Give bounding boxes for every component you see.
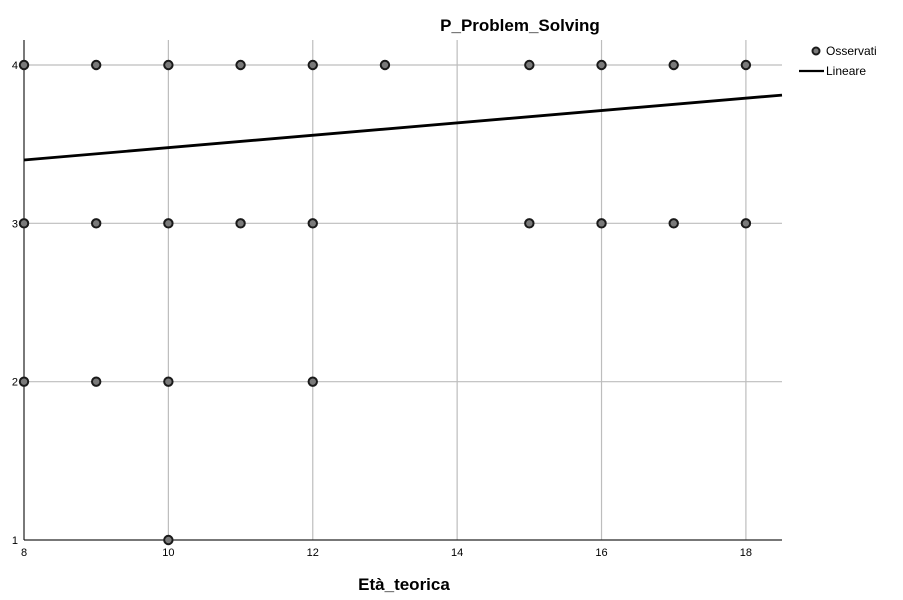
y-tick-label-4: 4 bbox=[12, 60, 18, 72]
data-point bbox=[163, 218, 174, 229]
data-point bbox=[18, 376, 30, 387]
data-point bbox=[90, 376, 102, 387]
y-tick-label-1: 1 bbox=[12, 535, 18, 547]
data-point bbox=[18, 218, 30, 229]
legend-label-points: Osservati bbox=[826, 44, 877, 58]
data-point bbox=[740, 59, 752, 71]
x-tick-label-18: 18 bbox=[740, 547, 752, 559]
data-point bbox=[596, 59, 607, 71]
data-point bbox=[235, 59, 246, 71]
data-point bbox=[307, 218, 318, 229]
x-tick-label-16: 16 bbox=[595, 547, 607, 559]
y-tick-label-3: 3 bbox=[12, 218, 18, 230]
data-point bbox=[740, 218, 752, 229]
fit-line bbox=[23, 93, 783, 162]
data-point bbox=[90, 59, 102, 71]
x-tick-label-12: 12 bbox=[307, 547, 319, 559]
data-point bbox=[524, 218, 535, 229]
data-point bbox=[90, 218, 102, 229]
data-point bbox=[18, 59, 30, 71]
data-point bbox=[163, 376, 174, 387]
x-tick-label-8: 8 bbox=[21, 547, 27, 559]
chart-title: P_Problem_Solving bbox=[440, 16, 600, 35]
legend-marker-points bbox=[811, 46, 821, 56]
data-point bbox=[668, 59, 679, 71]
x-tick-label-10: 10 bbox=[162, 547, 174, 559]
data-point bbox=[379, 59, 391, 71]
data-point bbox=[163, 59, 174, 71]
data-point bbox=[307, 376, 318, 387]
legend-label-line: Lineare bbox=[826, 64, 866, 78]
data-points bbox=[18, 59, 752, 546]
data-point bbox=[596, 218, 607, 229]
data-point bbox=[307, 59, 318, 71]
y-tick-label-2: 2 bbox=[12, 377, 18, 389]
data-point bbox=[668, 218, 679, 229]
legend: Osservati Lineare bbox=[799, 44, 877, 78]
x-tick-label-14: 14 bbox=[451, 547, 463, 559]
axes bbox=[23, 40, 782, 541]
grid bbox=[23, 40, 782, 541]
data-point bbox=[163, 534, 174, 546]
data-point bbox=[524, 59, 535, 71]
fit-line-layer bbox=[23, 93, 783, 162]
data-point bbox=[235, 218, 246, 229]
x-axis-label: Età_teorica bbox=[358, 575, 450, 594]
